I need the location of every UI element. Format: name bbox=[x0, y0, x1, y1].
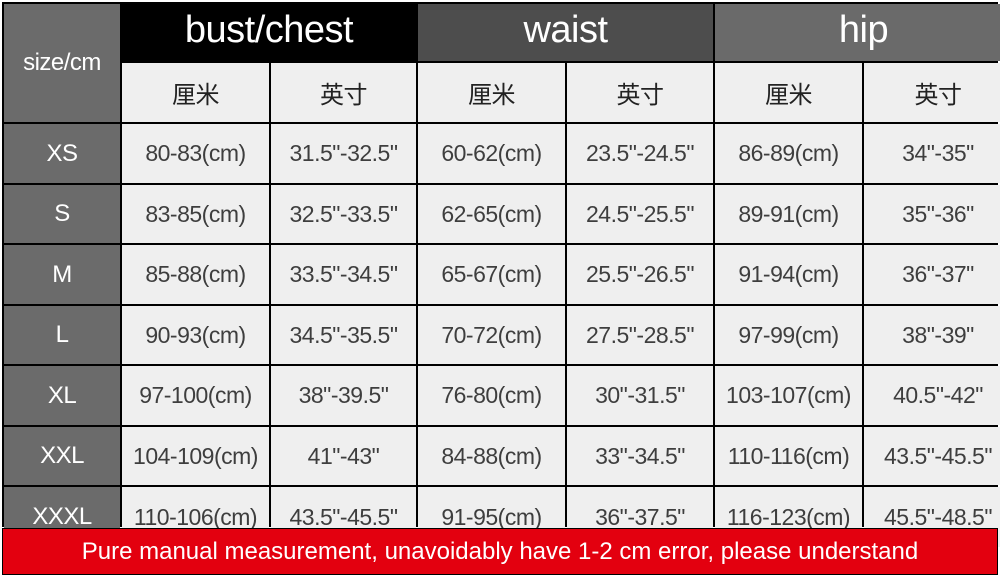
table-cell: 62-65(cm) bbox=[418, 185, 565, 243]
group-header-hip: hip bbox=[715, 4, 1000, 61]
size-label: XS bbox=[4, 124, 120, 183]
table-cell: 25.5"-26.5" bbox=[567, 245, 713, 304]
table-cell: 90-93(cm) bbox=[122, 306, 269, 364]
table-cell: 31.5"-32.5" bbox=[271, 124, 416, 183]
table-cell: 83-85(cm) bbox=[122, 185, 269, 243]
subheader-inch: 英寸 bbox=[271, 63, 416, 122]
table-cell: 104-109(cm) bbox=[122, 427, 269, 485]
table-cell: 33.5"-34.5" bbox=[271, 245, 416, 304]
size-label: L bbox=[4, 306, 120, 364]
table-cell: 43.5"-45.5" bbox=[864, 427, 1000, 485]
table-cell: 36"-37" bbox=[864, 245, 1000, 304]
table-cell: 40.5"-42" bbox=[864, 366, 1000, 425]
table-cell: 34"-35" bbox=[864, 124, 1000, 183]
subheader-cm: 厘米 bbox=[715, 63, 862, 122]
table-cell: 32.5"-33.5" bbox=[271, 185, 416, 243]
subheader-inch: 英寸 bbox=[567, 63, 713, 122]
table-cell: 91-94(cm) bbox=[715, 245, 862, 304]
table-cell: 34.5"-35.5" bbox=[271, 306, 416, 364]
table-cell: 85-88(cm) bbox=[122, 245, 269, 304]
table-cell: 84-88(cm) bbox=[418, 427, 565, 485]
size-label: M bbox=[4, 245, 120, 304]
size-chart-table: size/cm bust/chest waist hip 厘米 英寸 厘米 英寸… bbox=[2, 2, 1000, 547]
table-cell: 24.5"-25.5" bbox=[567, 185, 713, 243]
table-cell: 70-72(cm) bbox=[418, 306, 565, 364]
table-cell: 65-67(cm) bbox=[418, 245, 565, 304]
group-header-bust: bust/chest bbox=[122, 4, 416, 61]
table-cell: 27.5"-28.5" bbox=[567, 306, 713, 364]
table-cell: 80-83(cm) bbox=[122, 124, 269, 183]
size-label: S bbox=[4, 185, 120, 243]
footer-note: Pure manual measurement, unavoidably hav… bbox=[2, 528, 998, 575]
table-cell: 110-116(cm) bbox=[715, 427, 862, 485]
table-cell: 33"-34.5" bbox=[567, 427, 713, 485]
subheader-inch: 英寸 bbox=[864, 63, 1000, 122]
subheader-cm: 厘米 bbox=[418, 63, 565, 122]
table-cell: 38"-39.5" bbox=[271, 366, 416, 425]
table-cell: 60-62(cm) bbox=[418, 124, 565, 183]
size-label: XL bbox=[4, 366, 120, 425]
table-cell: 103-107(cm) bbox=[715, 366, 862, 425]
table-cell: 41"-43" bbox=[271, 427, 416, 485]
table-cell: 30"-31.5" bbox=[567, 366, 713, 425]
table-cell: 97-100(cm) bbox=[122, 366, 269, 425]
table-cell: 38"-39" bbox=[864, 306, 1000, 364]
subheader-cm: 厘米 bbox=[122, 63, 269, 122]
table-cell: 35"-36" bbox=[864, 185, 1000, 243]
group-header-waist: waist bbox=[418, 4, 713, 61]
table-cell: 97-99(cm) bbox=[715, 306, 862, 364]
table-cell: 76-80(cm) bbox=[418, 366, 565, 425]
table-cell: 23.5"-24.5" bbox=[567, 124, 713, 183]
table-cell: 89-91(cm) bbox=[715, 185, 862, 243]
table-cell: 86-89(cm) bbox=[715, 124, 862, 183]
size-label: XXL bbox=[4, 427, 120, 485]
corner-header: size/cm bbox=[4, 4, 120, 122]
